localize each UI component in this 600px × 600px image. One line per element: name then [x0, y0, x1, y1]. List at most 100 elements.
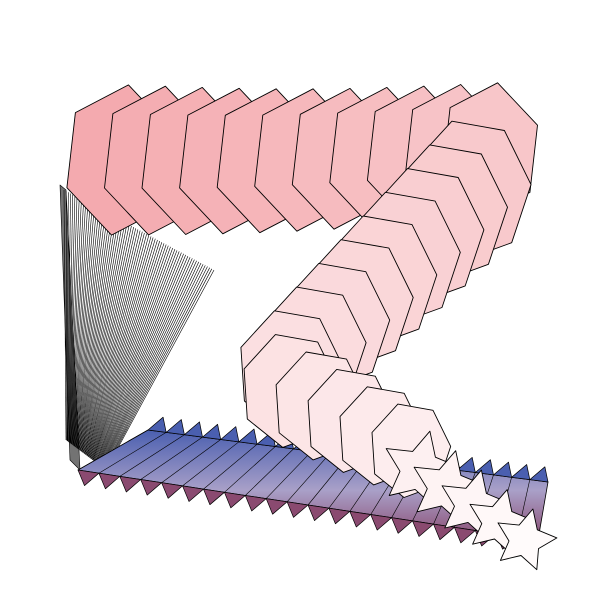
ribbon-tooth-top — [456, 457, 476, 473]
column-line — [99, 258, 193, 466]
ribbon-tooth-top — [238, 428, 258, 445]
column-line — [90, 239, 158, 459]
column-line — [87, 234, 147, 457]
column-line — [95, 248, 176, 463]
column-line — [99, 257, 191, 466]
column-line — [85, 229, 139, 455]
column-line — [97, 253, 184, 465]
ribbon-fold-line — [98, 432, 167, 474]
column-line — [90, 238, 156, 459]
ribbon-tooth-top — [474, 459, 494, 476]
column-line — [101, 261, 200, 468]
ribbon-tooth-bottom — [265, 498, 288, 515]
column-line — [97, 252, 182, 464]
column-line — [88, 235, 150, 458]
column-line — [77, 213, 108, 449]
ribbon-tooth-bottom — [349, 511, 372, 528]
column-line — [86, 230, 141, 456]
ribbon-tooth-bottom — [370, 514, 392, 531]
column-line — [80, 220, 121, 452]
ribbon-tooth-top — [511, 464, 531, 480]
ribbon-tooth-bottom — [412, 520, 434, 537]
column-line — [83, 224, 130, 454]
ribbon-tooth-bottom — [203, 488, 225, 506]
stacked-sheets — [66, 82, 558, 571]
column-line — [79, 217, 117, 451]
ribbon-fold-line — [77, 429, 149, 471]
column-line — [91, 240, 160, 460]
column-line — [92, 243, 165, 461]
column-line — [98, 254, 186, 465]
ribbon-fold-line — [224, 446, 276, 493]
ribbon-fold-line — [286, 453, 331, 502]
column-line — [76, 211, 106, 449]
column-line — [98, 255, 189, 465]
column-line — [95, 250, 178, 463]
column-line — [94, 246, 171, 462]
column-line — [80, 218, 119, 451]
ribbon-tooth-bottom — [224, 491, 246, 509]
ribbon-tooth-bottom — [182, 485, 204, 502]
ribbon-tooth-top — [165, 419, 185, 436]
ribbon-tooth-bottom — [433, 523, 455, 541]
ribbon-tooth-bottom — [98, 472, 121, 490]
star-sheet — [497, 508, 558, 571]
column-line — [93, 245, 169, 461]
ribbon-fold-line — [119, 434, 185, 477]
column-line — [102, 264, 204, 468]
ribbon-fold-line — [140, 436, 203, 480]
column-line — [86, 231, 143, 456]
ribbon-fold-line — [161, 439, 221, 483]
column-line — [103, 265, 206, 469]
ribbon-tooth-bottom — [328, 507, 351, 525]
column-line — [89, 237, 154, 458]
column-line — [82, 223, 128, 453]
column-line — [94, 247, 173, 462]
ribbon-tooth-top — [202, 423, 222, 440]
ribbon-tooth-top — [493, 461, 512, 478]
ribbon-tooth-bottom — [244, 495, 267, 512]
column-line — [75, 209, 102, 448]
column-line — [104, 267, 210, 470]
ribbon-tooth-top — [220, 426, 240, 443]
column-line — [76, 210, 104, 448]
wire-column — [59, 184, 215, 471]
ribbon-tooth-bottom — [391, 517, 413, 534]
column-line — [104, 266, 208, 469]
column-line — [88, 236, 152, 458]
column-line — [105, 269, 215, 471]
ribbon-tooth-top — [184, 421, 203, 438]
column-line — [102, 262, 202, 468]
ribbon-tooth-bottom — [286, 501, 309, 518]
ribbon-fold-line — [203, 443, 258, 490]
column-line — [74, 207, 97, 447]
column-line — [81, 221, 123, 452]
ribbon-tooth-bottom — [77, 469, 100, 486]
column-line — [77, 214, 110, 450]
ribbon-tooth-bottom — [307, 504, 330, 521]
column-line — [83, 225, 132, 454]
column-line — [81, 222, 126, 453]
column-line — [92, 244, 167, 461]
ribbon-fold-line — [245, 448, 294, 496]
ribbon-tooth-top — [529, 466, 549, 483]
ribbon-tooth-bottom — [140, 479, 162, 496]
column-line — [79, 216, 115, 451]
column-line — [84, 227, 134, 454]
ribbon-fold-line — [265, 451, 312, 499]
ribbon-tooth-bottom — [119, 476, 142, 493]
ribbon-tooth-bottom — [454, 526, 476, 544]
column-line — [100, 259, 195, 467]
ribbon-tooth-bottom — [161, 482, 183, 499]
column-line — [73, 206, 95, 447]
column-line — [105, 268, 213, 470]
ribbon-tooth-top — [147, 416, 167, 433]
column-line — [96, 251, 180, 464]
column-line — [91, 242, 163, 460]
column-line — [75, 208, 100, 448]
column-line — [78, 215, 113, 450]
column-line — [84, 228, 136, 455]
column-line — [101, 260, 197, 467]
ribbon-fold-line — [182, 441, 240, 487]
